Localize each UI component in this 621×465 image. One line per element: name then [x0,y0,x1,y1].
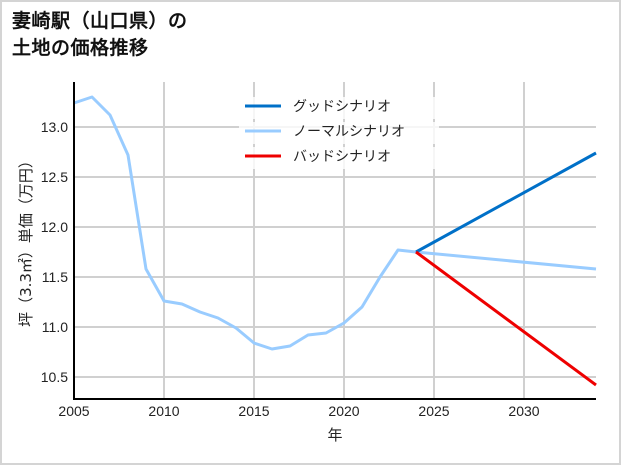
legend-bg [239,147,439,169]
legend-bg [239,97,439,119]
x-tick-label: 2005 [58,403,89,419]
y-tick-label: 13.0 [41,119,68,135]
series-line [415,250,597,387]
grid-lines [73,82,596,399]
x-axis-label: 年 [327,426,342,444]
x-tick-label: 2015 [238,403,269,419]
y-tick-label: 10.5 [41,369,68,385]
chart-title-line1: 妻崎駅（山口県）の [12,10,188,32]
y-tick-label: 12.0 [41,219,68,235]
legend-label: グッドシナリオ [293,99,391,115]
legend-label: バッドシナリオ [293,149,391,165]
chart-title: 妻崎駅（山口県）の 土地の価格推移 [12,8,188,62]
y-tick-label: 11.5 [42,269,68,285]
series-line [415,151,597,254]
x-tick-label: 2025 [418,403,449,419]
axes [73,82,596,400]
y-axis-label: 坪（3.3㎡）単価（万円） [17,153,35,327]
tick-labels: 2005 2010 2015 2020 2025 2030 10.5 11.0 11.5 12.0… [41,119,540,419]
y-tick-label: 12.5 [41,169,68,185]
series-line [73,95,597,351]
legend-label: ノーマルシナリオ [293,124,405,140]
y-tick-label: 11.0 [42,319,68,335]
x-tick-label: 2010 [148,403,179,419]
x-tick-label: 2020 [328,403,359,419]
series-lines [73,95,597,387]
chart-title-line2: 土地の価格推移 [12,37,149,59]
legend-bg [239,122,439,144]
x-tick-label: 2030 [508,403,539,419]
